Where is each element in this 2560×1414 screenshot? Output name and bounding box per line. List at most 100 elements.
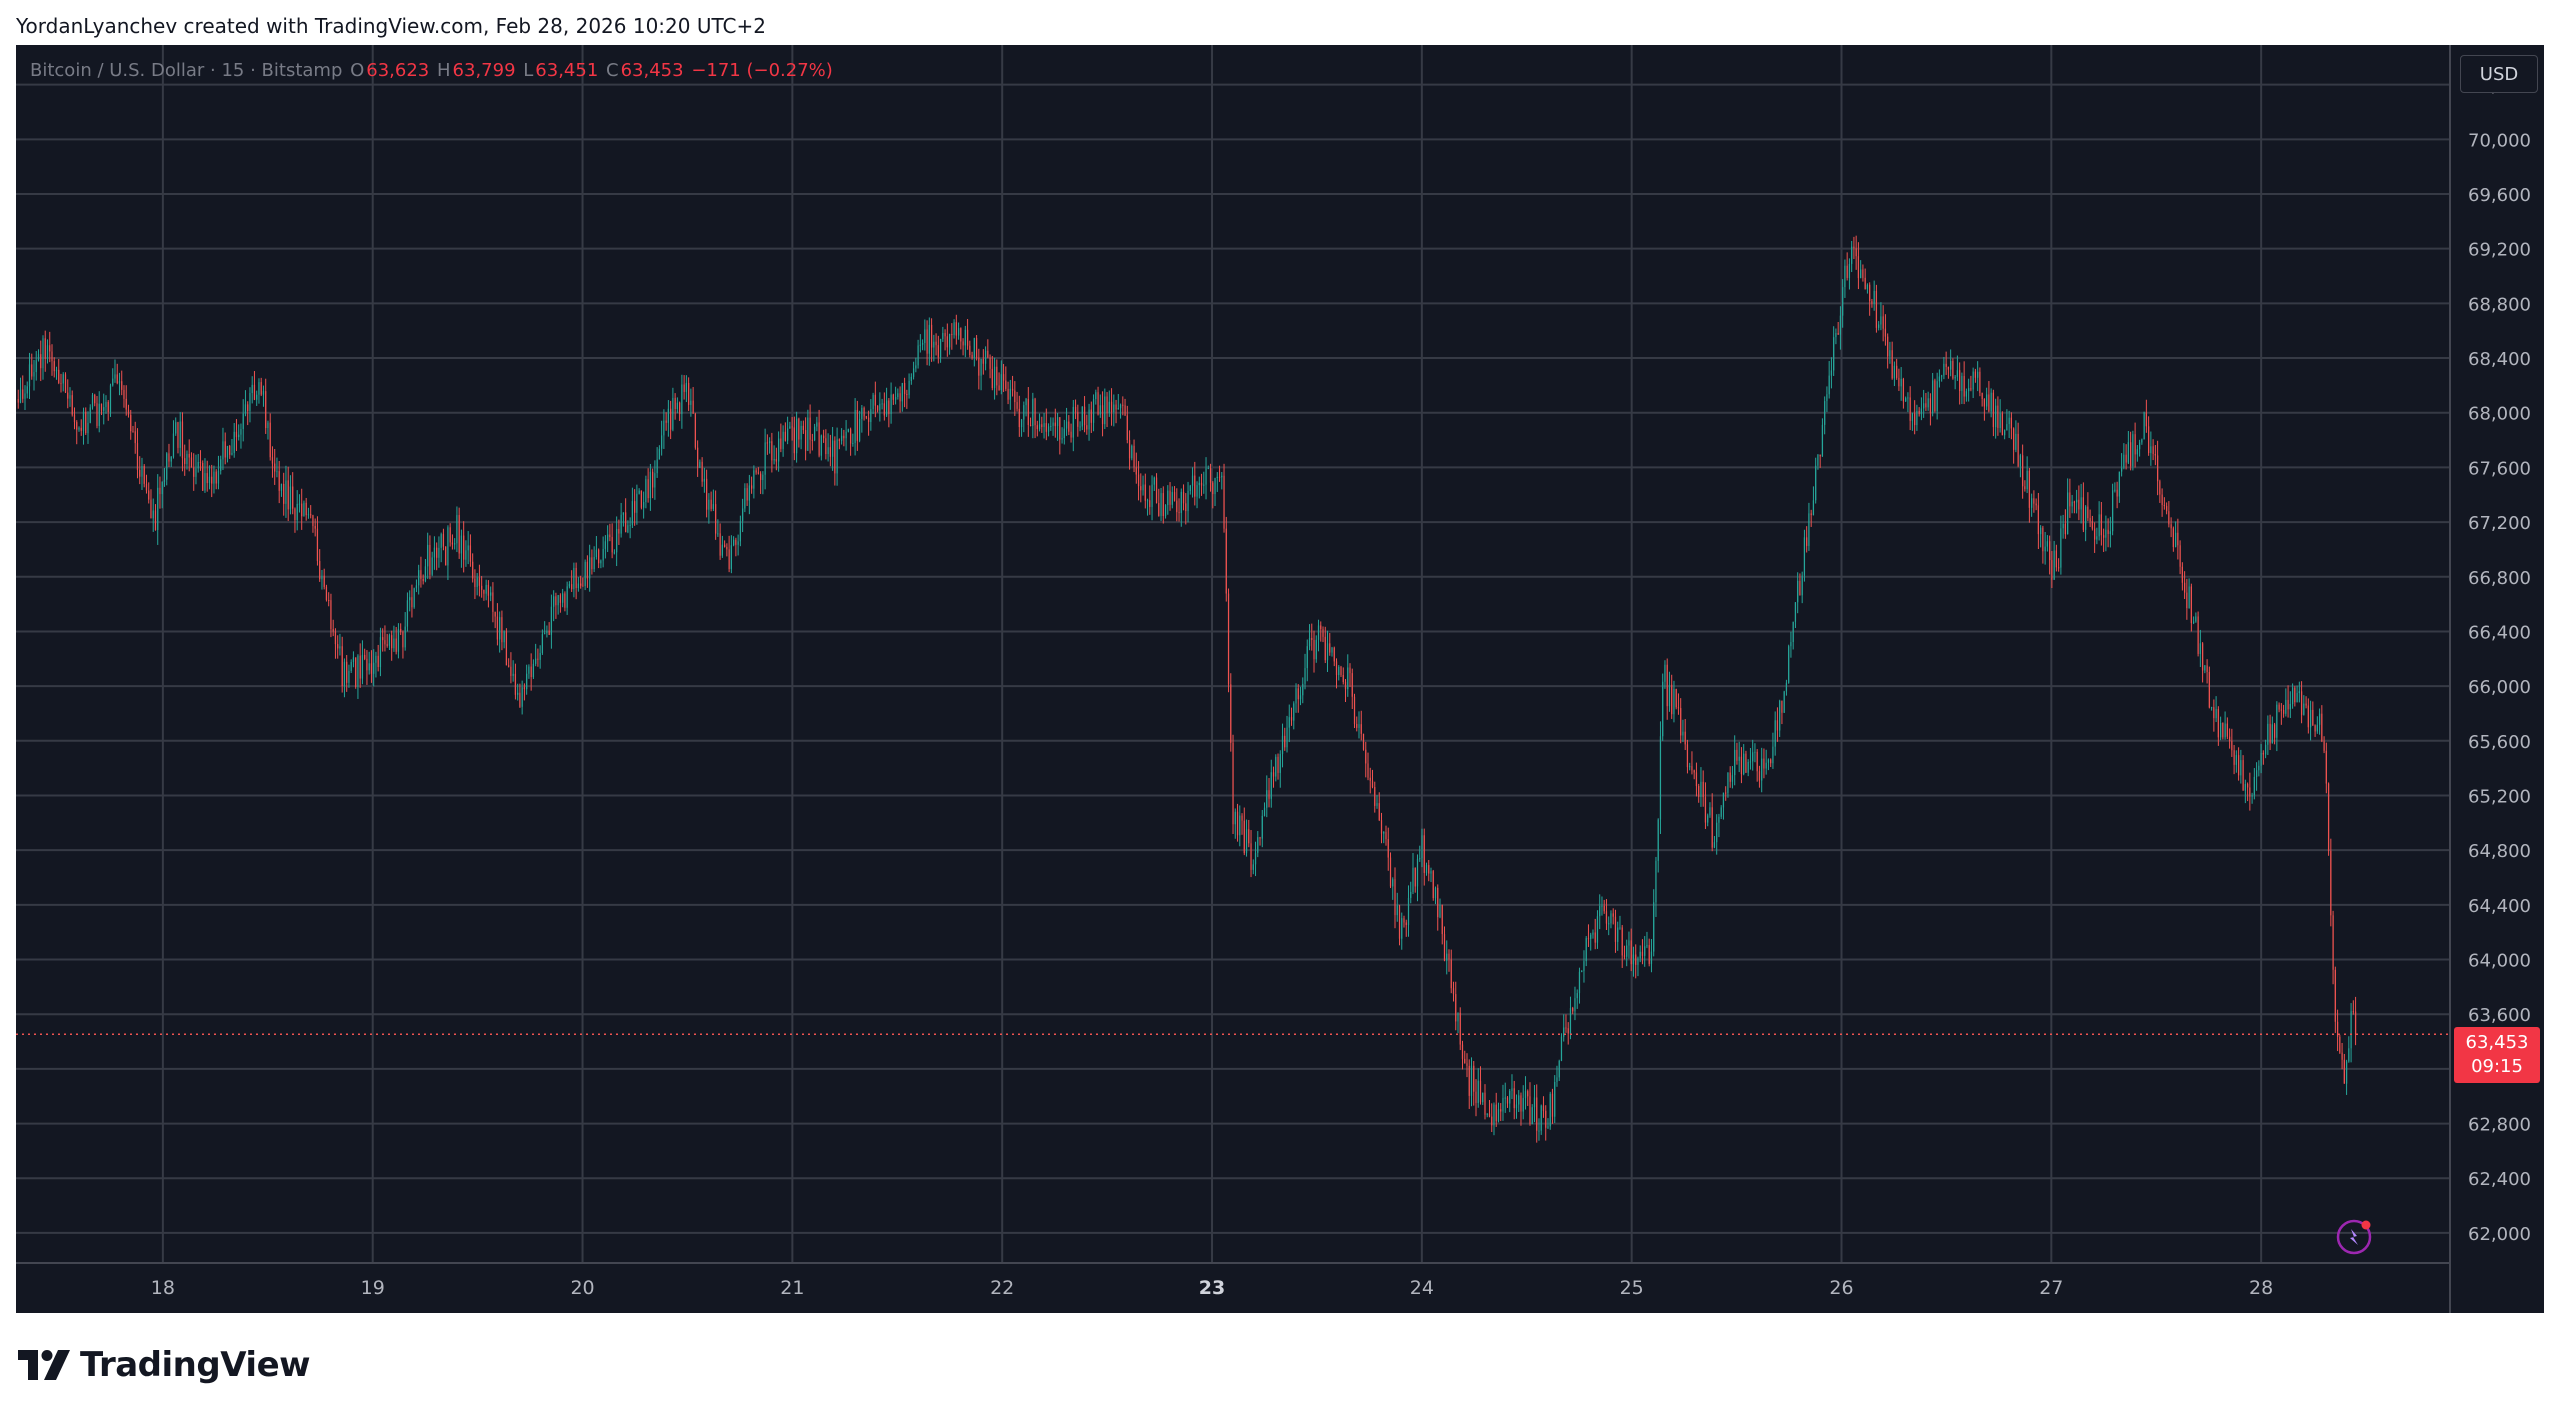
candle-body xyxy=(856,409,858,441)
candle-body xyxy=(60,382,62,384)
candle-body xyxy=(1401,918,1403,939)
candle-body xyxy=(152,510,154,519)
date-tick-label: 22 xyxy=(990,1277,1014,1299)
candle-body xyxy=(989,357,991,369)
candle-body xyxy=(1092,399,1095,423)
candle-body xyxy=(2055,550,2058,568)
candle-body xyxy=(1621,927,1623,956)
candle-body xyxy=(652,471,654,488)
candle-body xyxy=(1065,421,1068,429)
candle-body xyxy=(2138,442,2141,450)
candle-body xyxy=(1286,727,1288,748)
candle-body xyxy=(1857,256,1860,279)
candle-body xyxy=(656,459,658,474)
candle-body xyxy=(854,409,856,443)
candle-body xyxy=(879,403,881,411)
candle-body xyxy=(1810,513,1812,516)
candle-body xyxy=(2037,505,2040,535)
candle-body xyxy=(1882,316,1884,329)
currency-button[interactable]: USD xyxy=(2460,55,2538,93)
candle-body xyxy=(640,490,643,508)
candle-body xyxy=(375,655,377,663)
price-tick-label: 64,400 xyxy=(2468,896,2531,917)
candle-body xyxy=(123,389,125,399)
candle-body xyxy=(1209,468,1212,483)
candle-body xyxy=(836,439,838,474)
candle-body xyxy=(757,472,759,474)
chart-area[interactable]: 70,40070,00069,60069,20068,80068,40068,0… xyxy=(16,45,2544,1313)
candle-body xyxy=(897,393,899,398)
candle-body xyxy=(1821,424,1824,457)
candle-body xyxy=(2174,532,2177,547)
date-tick-label: 23 xyxy=(1199,1277,1225,1299)
candle-body xyxy=(2107,529,2109,534)
candle-body xyxy=(984,350,987,364)
candle-body xyxy=(1335,661,1338,676)
candle-body xyxy=(1101,405,1104,425)
candle-body xyxy=(413,588,415,608)
candle-body xyxy=(161,481,163,495)
price-tick-label: 66,800 xyxy=(2468,568,2531,589)
footer-logo[interactable]: TradingView xyxy=(18,1340,311,1390)
candle-body xyxy=(2181,566,2183,583)
candle-body xyxy=(249,393,251,411)
candle-body xyxy=(1398,905,1401,939)
candle-body xyxy=(813,426,816,441)
candle-body xyxy=(969,345,971,355)
candle-body xyxy=(1018,408,1020,428)
candle-body xyxy=(330,600,332,630)
candle-body xyxy=(1446,953,1448,961)
candle-body xyxy=(1153,477,1155,485)
candle-body xyxy=(1376,803,1378,806)
candle-body xyxy=(1626,945,1628,957)
legend-high-value: 63,799 xyxy=(452,60,516,81)
candle-body xyxy=(523,687,526,690)
candle-body xyxy=(391,635,393,649)
candle-body xyxy=(2350,1011,2352,1049)
candle-body xyxy=(1479,1080,1482,1103)
candle-body xyxy=(2339,1036,2341,1053)
candle-body xyxy=(1797,580,1799,603)
candle-body xyxy=(1846,265,1848,278)
candle-body xyxy=(1491,1116,1493,1126)
candle-body xyxy=(301,503,303,517)
candle-body xyxy=(2042,527,2044,552)
candle-body xyxy=(1961,376,1963,391)
candle-body xyxy=(100,403,103,411)
candle-body xyxy=(1549,1093,1551,1127)
candle-body xyxy=(80,427,82,431)
candle-body xyxy=(294,508,296,521)
candle-body xyxy=(1923,403,1925,409)
candle-body xyxy=(1918,410,1920,415)
candle-body xyxy=(265,391,267,429)
candle-body xyxy=(964,329,966,346)
candle-body xyxy=(1828,375,1830,395)
candle-body xyxy=(1313,639,1315,660)
candle-body xyxy=(2150,446,2152,454)
price-tick-label: 70,000 xyxy=(2468,130,2531,151)
candle-body xyxy=(2246,784,2249,788)
candle-body xyxy=(613,552,616,554)
candle-body xyxy=(190,457,193,468)
candle-body xyxy=(2046,541,2049,547)
legend-high-label: H xyxy=(437,60,451,81)
candle-body xyxy=(1306,646,1308,669)
candle-body xyxy=(1560,1036,1563,1061)
candle-body xyxy=(1299,695,1302,700)
candlestick-chart[interactable]: 70,40070,00069,60069,20068,80068,40068,0… xyxy=(16,45,2544,1313)
candle-body xyxy=(2249,787,2251,797)
candle-body xyxy=(1038,424,1041,430)
candle-body xyxy=(1464,1058,1466,1064)
candle-body xyxy=(1677,707,1680,709)
candle-body xyxy=(1234,811,1236,825)
candle-body xyxy=(616,528,618,553)
candle-body xyxy=(1581,970,1583,972)
candle-body xyxy=(1630,940,1632,965)
candle-body xyxy=(1835,333,1837,338)
candle-body xyxy=(1151,484,1153,507)
candle-body xyxy=(625,512,627,533)
candle-body xyxy=(139,469,141,477)
candle-body xyxy=(24,393,26,399)
candle-body xyxy=(460,535,463,554)
candle-body xyxy=(1007,388,1009,400)
